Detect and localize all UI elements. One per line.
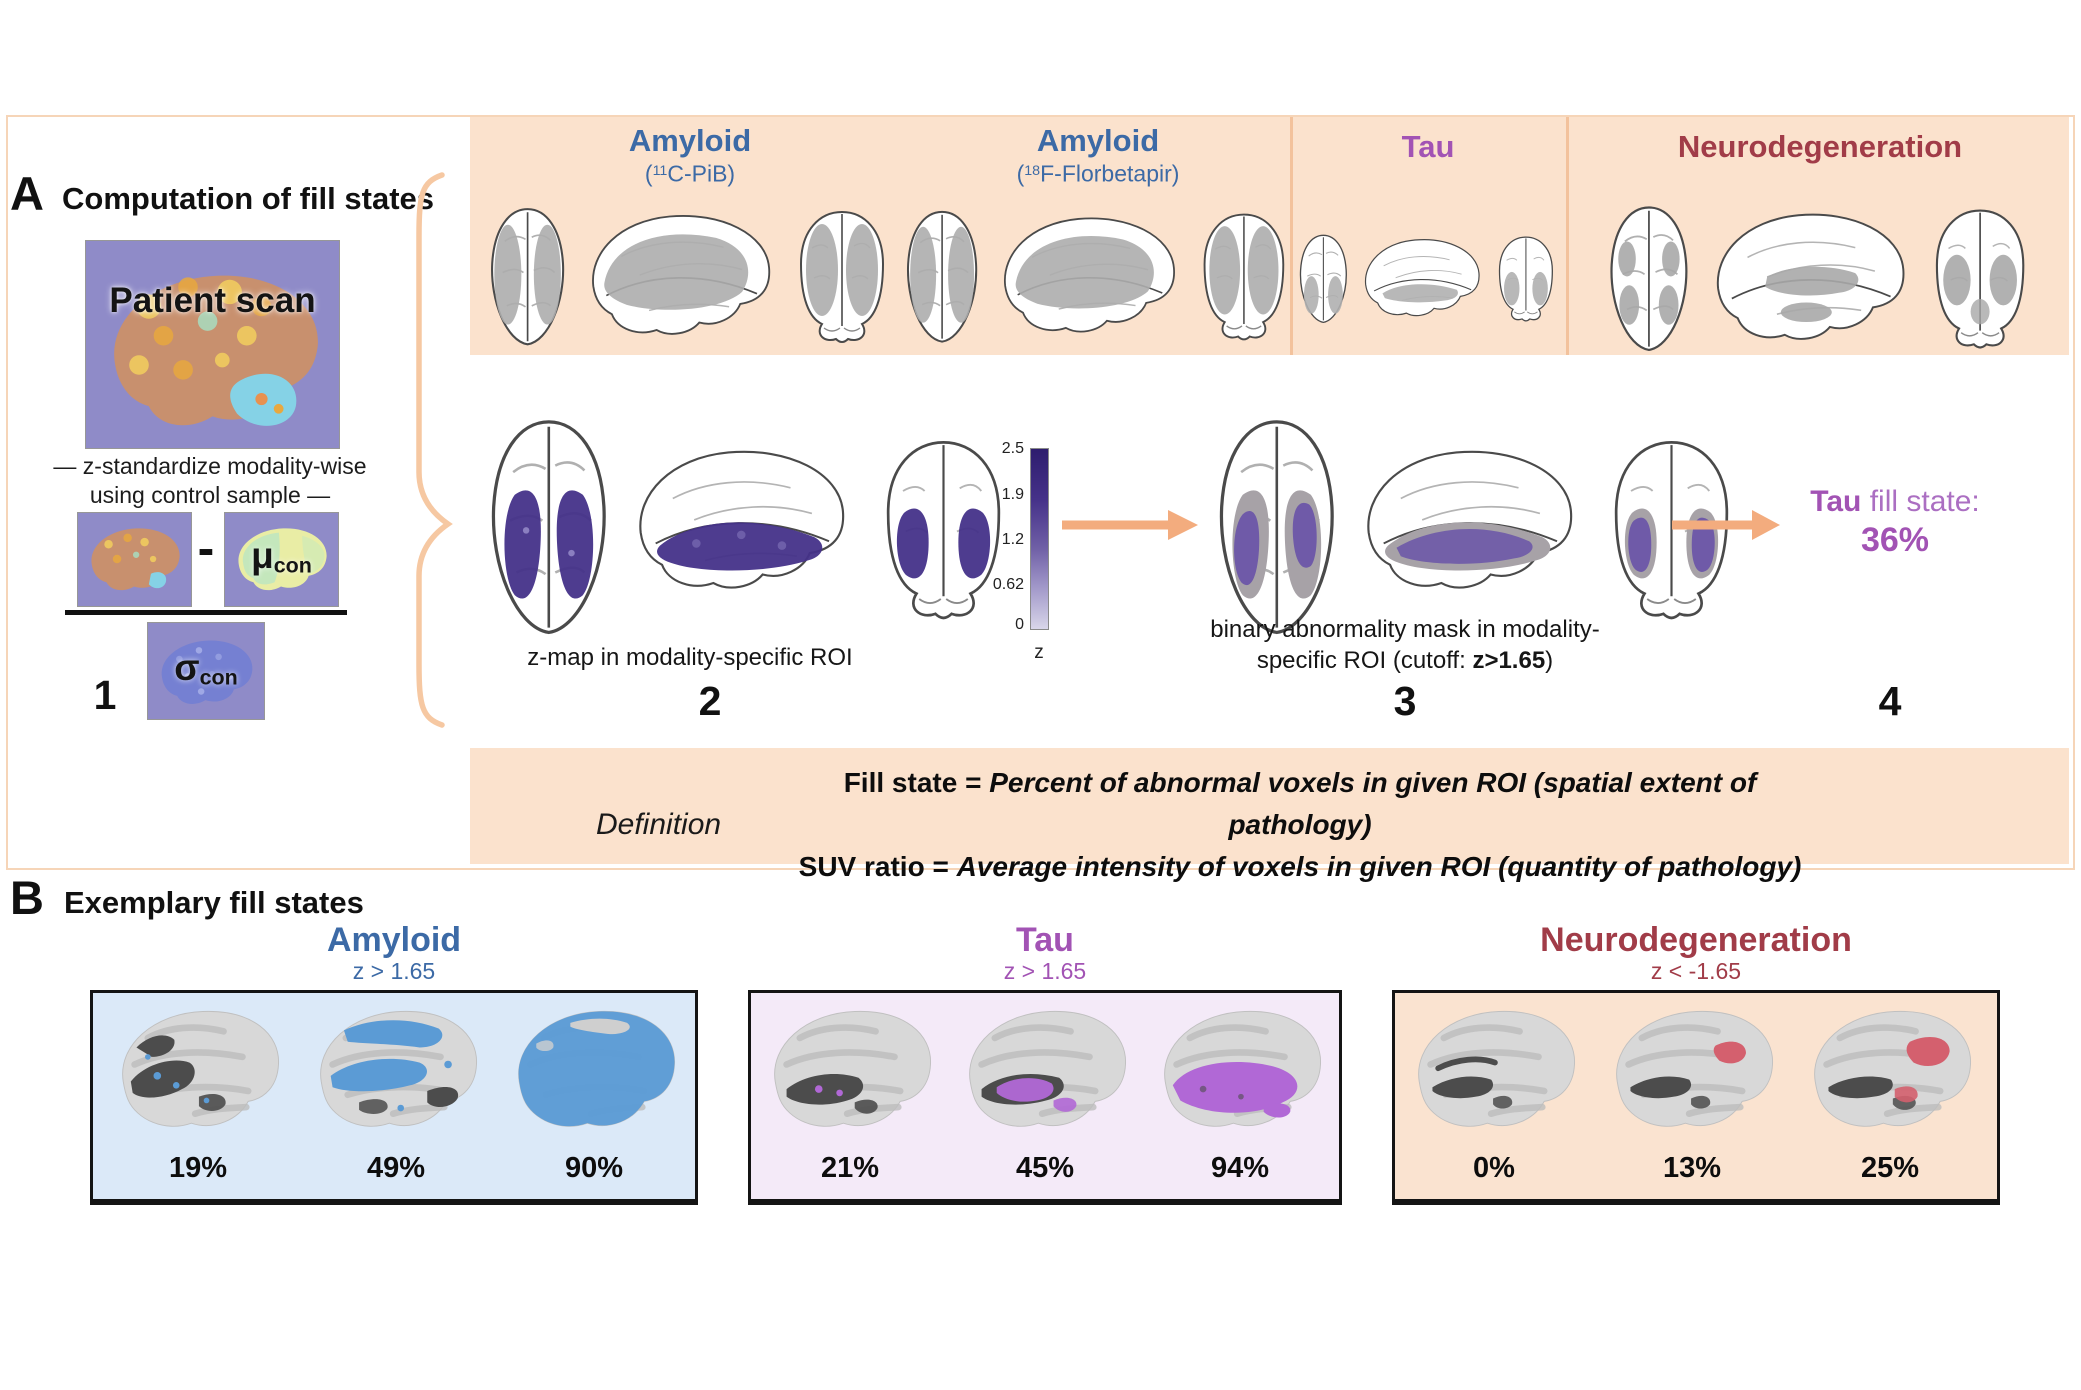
colorbar-tick: 0.62 [992,576,1024,593]
patient-scan-brain-heatmap [114,275,318,426]
modality-header-amyloid-fbp: Amyloid (18F-Florbetapir) [1016,123,1180,187]
sigma-con-label: σcon [174,647,238,690]
fraction-line [65,610,347,615]
minus-sign: - [197,520,215,576]
definition-suv-ratio: SUV ratio = Average intensity of voxels … [798,851,1802,882]
b-brain-neuro-25 [1800,1002,1980,1144]
amyloid-fbp-roi-brains [906,210,1285,343]
arrow-right-icon [1062,510,1198,540]
b-brain-amyloid-49 [306,1002,486,1144]
colorbar-tick: 1.2 [1001,531,1024,548]
colorbar-axis-label: z [1034,642,1044,663]
neuro-roi-brains [1610,206,2025,352]
pct-amyloid-2: 49% [366,1152,426,1184]
step-3: 3 [1393,678,1417,724]
definitions: Fill state = Percent of abnormal voxels … [770,762,1830,888]
step-2: 2 [698,678,722,724]
b-brain-tau-21 [760,1002,940,1144]
b-brain-tau-45 [955,1002,1135,1144]
b-brain-amyloid-19 [108,1002,288,1144]
b-threshold-amyloid: z > 1.65 [352,958,436,984]
b-threshold-tau: z > 1.65 [1003,958,1087,984]
step-4: 4 [1878,678,1902,724]
fill-state-result: Tau fill state: 36% [1780,484,2010,560]
b-brain-neuro-0 [1404,1002,1584,1144]
pct-amyloid-3: 90% [564,1152,624,1184]
colorbar-tick: 1.9 [1001,486,1024,503]
control-sd-image: σcon [147,622,265,720]
b-header-neuro: Neurodegeneration z < -1.65 [1516,922,1876,984]
pct-amyloid-1: 19% [168,1152,228,1184]
patient-scan-label: Patient scan [109,281,316,320]
colorbar-tick: 0 [1015,616,1024,633]
pct-neuro-1: 0% [1473,1152,1515,1184]
pct-neuro-2: 13% [1662,1152,1722,1184]
header-divider-2 [1566,117,1569,355]
mu-con-label: μcon [251,535,312,578]
modality-header-amyloid-pib: Amyloid (11C-PiB) [628,123,752,187]
pct-tau-2: 45% [1015,1152,1075,1184]
patient-scan-image: Patient scan [85,240,340,449]
control-mean-brain [238,528,327,591]
b-threshold-neuro: z < -1.65 [1650,958,1742,984]
step-1: 1 [93,672,117,718]
amyloid-pib-roi-brains [491,208,884,346]
patient-scan-small-image [77,512,192,607]
modality-header-tau: Tau [1401,129,1455,164]
panel-a-border [6,115,2075,870]
pct-tau-3: 94% [1210,1152,1270,1184]
b-brain-neuro-13 [1602,1002,1782,1144]
b-header-tau: Tau z > 1.65 [915,922,1175,984]
patient-scan-small-brain [91,528,180,591]
pct-neuro-3: 25% [1860,1152,1920,1184]
arrow-right-icon [1672,510,1780,540]
panel-b-letter: B [10,871,44,924]
b-header-amyloid: Amyloid z > 1.65 [264,922,524,984]
mask-brains [1219,420,1729,635]
standardize-note: — z-standardize modality-wise using cont… [53,453,367,508]
modality-header-neuro: Neurodegeneration [1677,129,1963,164]
brace-icon [416,172,453,728]
panel-a-title: Computation of fill states [62,181,434,216]
panel-a-letter: A [10,167,44,220]
tau-roi-brains [1299,234,1553,324]
panel-b-title: Exemplary fill states [64,885,364,920]
control-mean-image: μcon [224,512,339,607]
control-sd-brain [161,640,253,704]
fill-state-value: 36% [1860,521,1930,559]
header-divider-1 [1290,117,1293,355]
pct-tau-1: 21% [820,1152,880,1184]
b-brain-tau-94 [1150,1002,1330,1144]
b-brain-amyloid-90 [504,1002,684,1144]
mask-caption: binary abnormality mask in modality- spe… [1210,616,1600,674]
definition-fill-state: Fill state = Percent of abnormal voxels … [843,767,1757,840]
definition-band [470,748,2069,864]
colorbar-tick: 2.5 [1001,440,1024,457]
definition-label: Definition [596,808,722,841]
zmap-caption: z-map in modality-specific ROI [527,644,853,671]
zmap-brains [491,420,1001,635]
z-colorbar [1030,448,1049,630]
